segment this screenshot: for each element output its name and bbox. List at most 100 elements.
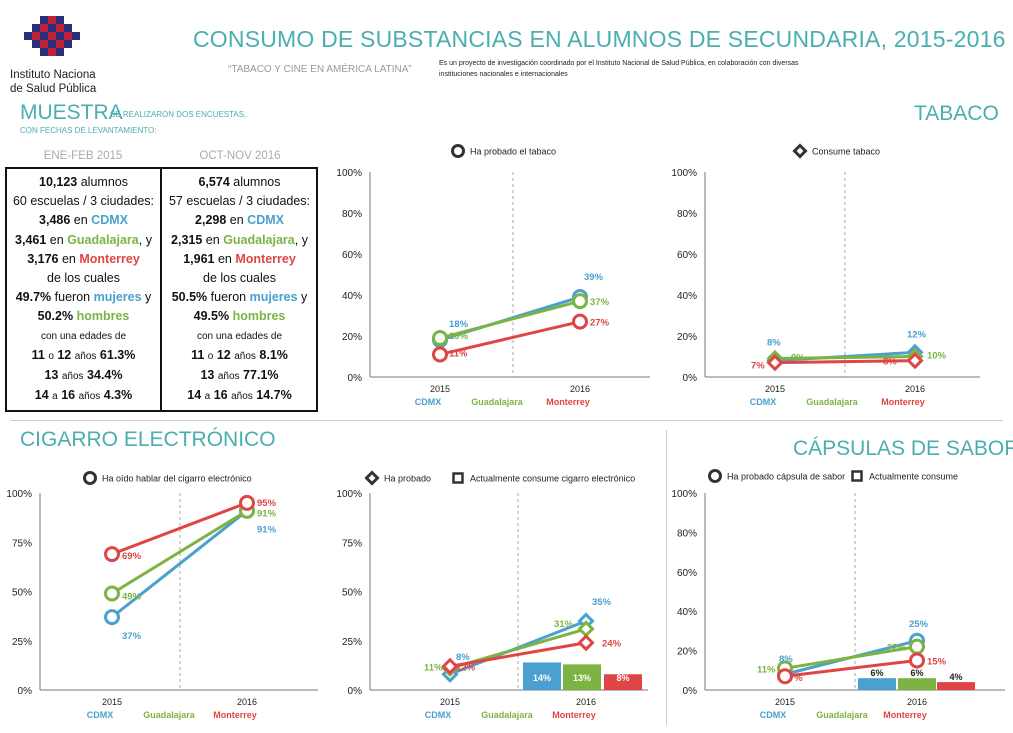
city-label: CDMX [760,710,787,720]
city-label: Monterrey [881,397,925,407]
legend-marker [708,469,722,483]
point-monterrey [906,351,924,370]
data-label-monterrey: 69% [122,551,142,562]
y-tick-label: 60% [677,568,697,579]
x-tick-label: 2016 [905,384,925,394]
city-label: Monterrey [546,397,590,407]
y-tick-label: 0% [683,373,698,384]
y-tick-label: 0% [683,686,698,697]
y-tick-label: 40% [677,607,697,618]
data-label-guadalajara: 10% [927,351,947,362]
city-label: CDMX [87,710,114,720]
point-monterrey [766,354,784,372]
series-line-monterrey [449,641,587,668]
series-line-guadalajara [784,645,918,670]
bar-label: 13% [573,673,591,683]
point-guadalajara [104,585,120,602]
y-tick-label: 80% [342,209,362,220]
city-label: Monterrey [552,710,596,720]
city-label: CDMX [750,397,777,407]
muestra-divider [160,167,162,412]
city-label: CDMX [415,397,442,407]
x-tick-label: 2016 [576,697,596,707]
bar-monterrey [604,674,642,690]
data-label-monterrey: 15% [927,656,947,667]
series-line-monterrey [111,501,248,556]
point-cdmx [104,609,120,626]
data-label-monterrey: 27% [590,318,610,329]
legend-marker [364,470,380,486]
y-tick-label: 60% [677,250,697,261]
y-tick-label: 100% [671,489,697,500]
series-line-monterrey [774,359,916,365]
x-tick-label: 2015 [440,697,460,707]
data-label-guadalajara: 11% [757,664,776,675]
data-label-cdmx: 35% [592,597,612,608]
bar-label: 4% [949,672,962,682]
point-monterrey [777,668,793,685]
section-title-capsulas: CÁPSULAS DE SABOR [793,437,1013,460]
data-label-monterrey: 11% [449,348,468,359]
data-label-guadalajara: 31% [554,619,574,630]
x-tick-label: 2015 [430,384,450,394]
data-label-monterrey: 12% [456,662,476,673]
city-label: Monterrey [213,710,257,720]
city-label: Guadalajara [806,397,859,407]
chart-tabaco-consume: 0% 20% 40% 60% 80% 100% 2015 2016 CDMX Guadalajar… [671,143,980,407]
page-subtitle: “TABACO Y CINE EN AMÉRICA LATINA” [228,64,412,75]
muestra-note-1: SE REALIZARON DOS ENCUESTAS, [110,110,247,119]
point-monterrey [909,652,925,669]
legend-label: Consume tabaco [812,147,880,157]
page-title: CONSUMO DE SUBSTANCIAS EN ALUMNOS DE SEC… [193,26,1006,52]
point-guadalajara [909,638,925,655]
bar-label: 6% [910,668,923,678]
y-tick-label: 80% [677,209,697,220]
y-tick-label: 75% [342,538,362,549]
logo-line-2: de Salud Pública [10,83,97,95]
data-label-guadalajara: 49% [122,591,142,602]
series-line-monterrey [784,658,918,678]
point-guadalajara [572,293,588,310]
bar-monterrey [937,682,975,690]
legend-label: Ha probado el tabaco [470,147,556,157]
y-tick-label: 75% [12,538,32,549]
insp-logo [24,16,80,56]
x-tick-label: 2016 [907,697,927,707]
legend-label: Ha oído hablar del cigarro electrónico [102,474,252,484]
point-monterrey [239,494,255,511]
y-tick-label: 20% [342,332,362,343]
point-monterrey [104,546,120,563]
data-label-cdmx: 8% [767,338,781,349]
period-2016: OCT-NOV 2016 [199,150,281,162]
y-tick-label: 80% [677,528,697,539]
data-label-cdmx: 91% [257,525,277,536]
project-description: Es un proyecto de investigación coordina… [439,60,799,78]
y-tick-label: 50% [12,588,32,599]
legend-marker [792,143,808,159]
y-tick-label: 0% [348,686,363,697]
data-label-cdmx: 25% [909,619,929,630]
bar-guadalajara [898,678,936,690]
bar-label: 6% [870,668,883,678]
series-line-cdmx [111,509,248,619]
y-tick-label: 100% [671,168,697,179]
chart-tabaco-probado: 0% 20% 40% 60% 80% 100% 2015 2016 CDMX Guadalajar… [336,144,650,407]
data-label-guadalajara: 22% [887,643,907,654]
data-label-monterrey: 24% [602,639,622,650]
data-label-guadalajara: 91% [257,509,277,520]
x-tick-label: 2015 [102,697,122,707]
y-tick-label: 40% [342,291,362,302]
city-label: Guadalajara [471,397,524,407]
y-tick-label: 100% [336,168,362,179]
legend-marker [452,472,464,484]
series-line-guadalajara [111,509,248,595]
data-label-guadalajara: 9% [791,353,805,364]
bar-label: 8% [616,673,629,683]
x-tick-label: 2015 [765,384,785,394]
data-label-cdmx: 18% [449,319,469,330]
data-label-guadalajara: 11% [424,662,443,673]
city-label: Guadalajara [481,710,534,720]
y-tick-label: 60% [342,250,362,261]
period-2015: ENE-FEB 2015 [43,150,123,162]
point-guadalajara [432,330,448,347]
